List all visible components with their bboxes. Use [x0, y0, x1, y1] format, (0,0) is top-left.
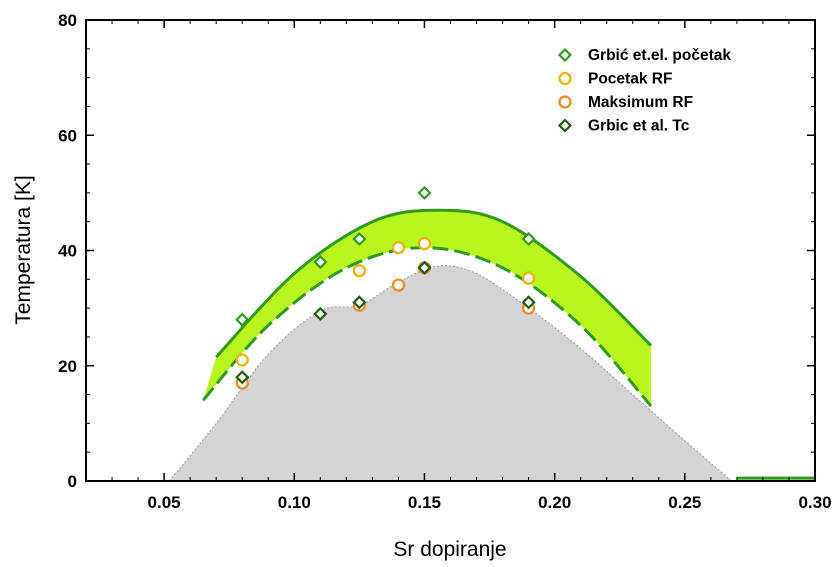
- upper-fit-curve: [215, 208, 653, 359]
- legend-label-1: Pocetak RF: [588, 71, 672, 88]
- legend-marker-1: [558, 71, 572, 86]
- legend-marker-0: [557, 47, 573, 63]
- x-tick-label: 0.10: [278, 493, 311, 512]
- gray-region: [168, 265, 734, 482]
- series-3-point-0: [235, 370, 250, 385]
- data-points-layer: [235, 185, 536, 390]
- x-tick-label: 0.25: [668, 493, 701, 512]
- series-1-point-2: [391, 241, 406, 255]
- series-3-point-1: [313, 306, 328, 321]
- series-0-point-0: [235, 312, 250, 327]
- axes-layer: 0.05 0.10 0.15 0.20 0.25 0.30 0 20 40 60 80: [58, 11, 831, 512]
- legend-label-2: Maksimum RF: [588, 94, 693, 111]
- legend-marker-3: [557, 118, 573, 133]
- series-0-point-2: [352, 231, 367, 247]
- series-1-point-4: [522, 271, 536, 285]
- series-3-point-4: [521, 295, 536, 310]
- series-1-point-3: [417, 236, 432, 251]
- series-1-point-0: [235, 353, 249, 367]
- x-axis-title: Sr dopiranje: [393, 538, 506, 561]
- y-tick-label: 80: [58, 11, 77, 30]
- legend: Grbić et.el. početak Pocetak RF Maksimum R…: [557, 47, 731, 135]
- y-tick-label: 40: [58, 242, 77, 261]
- legend-label-0: Grbić et.el. početak: [588, 47, 731, 64]
- series-0-point-1: [313, 254, 328, 270]
- legend-label-3: Grbic et al. Tc: [588, 118, 690, 135]
- legend-marker-2: [558, 95, 572, 109]
- series-3-point-3: [417, 260, 432, 275]
- x-tick-label: 0.30: [798, 493, 831, 512]
- uncertainty-band: [203, 210, 651, 407]
- y-tick-label: 20: [58, 357, 77, 376]
- y-tick-label: 60: [58, 126, 77, 145]
- series-1-point-1: [352, 264, 366, 278]
- y-tick-label: 0: [68, 472, 77, 491]
- x-tick-label: 0.15: [408, 493, 441, 512]
- series-0-point-4: [521, 231, 536, 247]
- series-2-point-2: [391, 278, 406, 292]
- x-tick-label: 0.05: [148, 493, 181, 512]
- series-0-point-3: [417, 185, 432, 200]
- fill-layer: [168, 210, 734, 482]
- y-axis-title: Temperatura [K]: [12, 175, 35, 324]
- x-tick-label: 0.20: [538, 493, 571, 512]
- series-3-point-2: [352, 295, 367, 310]
